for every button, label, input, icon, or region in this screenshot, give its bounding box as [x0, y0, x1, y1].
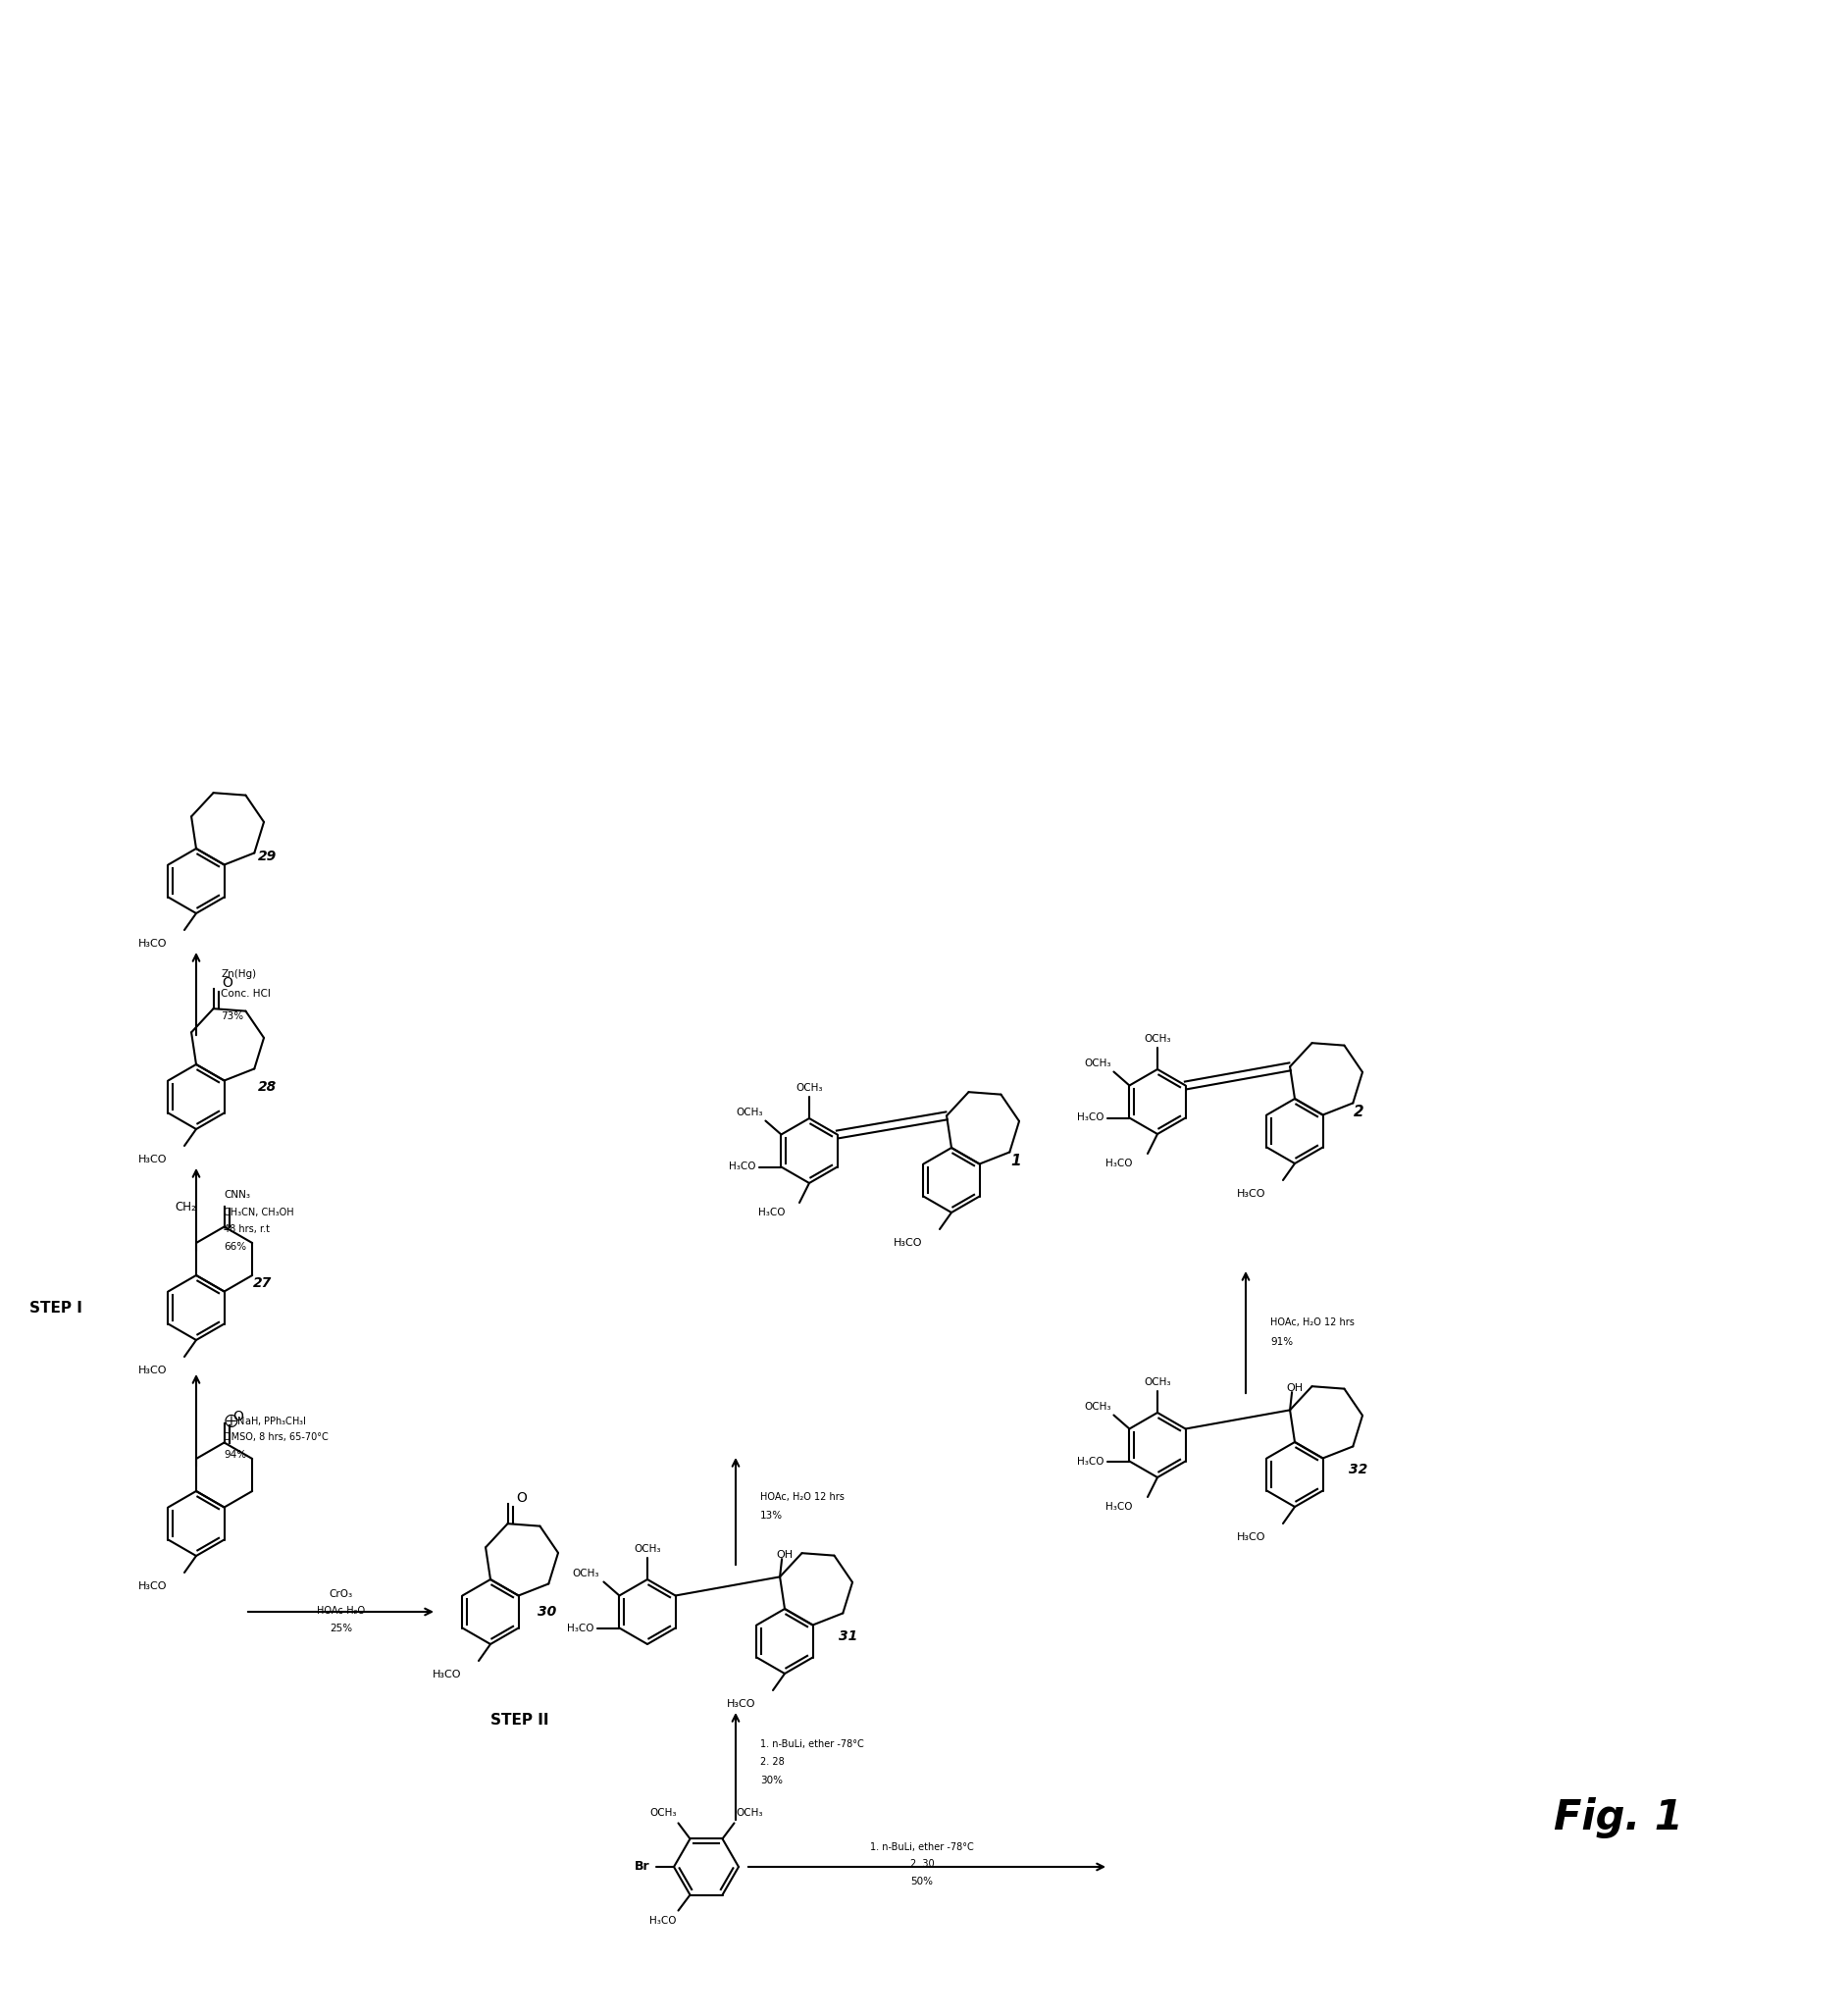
Text: H₃CO: H₃CO	[1236, 1533, 1266, 1543]
Text: H₃CO: H₃CO	[139, 939, 166, 949]
Text: O: O	[233, 1410, 244, 1424]
Text: HOAc, H₂O 12 hrs: HOAc, H₂O 12 hrs	[760, 1492, 845, 1500]
Text: H₃CO: H₃CO	[728, 1162, 756, 1172]
Text: Fig. 1: Fig. 1	[1554, 1796, 1684, 1839]
Text: HOAc, H₂O 12 hrs: HOAc, H₂O 12 hrs	[1270, 1317, 1355, 1327]
Text: OCH₃: OCH₃	[571, 1569, 599, 1577]
Text: 91%: 91%	[1270, 1337, 1294, 1347]
Text: 2. 30: 2. 30	[909, 1859, 933, 1869]
Text: H₃CO: H₃CO	[1236, 1188, 1266, 1198]
Text: 73%: 73%	[220, 1011, 244, 1021]
Text: 2. 28: 2. 28	[760, 1756, 784, 1766]
Text: 1. n-BuLi, ether -78°C: 1. n-BuLi, ether -78°C	[870, 1843, 974, 1853]
Text: 27: 27	[253, 1277, 272, 1291]
Text: Br: Br	[634, 1861, 649, 1873]
Text: HOAc-H₂O: HOAc-H₂O	[316, 1605, 364, 1615]
Text: DMSO, 8 hrs, 65-70°C: DMSO, 8 hrs, 65-70°C	[224, 1432, 329, 1442]
Text: OCH₃: OCH₃	[634, 1545, 662, 1555]
Text: OCH₃: OCH₃	[1144, 1378, 1172, 1388]
Text: 50%: 50%	[911, 1877, 933, 1887]
Text: 66%: 66%	[224, 1243, 246, 1253]
Text: 1: 1	[1011, 1154, 1020, 1168]
Text: OCH₃: OCH₃	[736, 1809, 763, 1819]
Text: O: O	[516, 1490, 527, 1504]
Text: STEP I: STEP I	[30, 1301, 83, 1315]
Text: 29: 29	[259, 850, 277, 864]
Text: H₃CO: H₃CO	[758, 1208, 785, 1216]
Text: OH: OH	[776, 1551, 793, 1561]
Text: CH₂: CH₂	[176, 1200, 196, 1214]
Text: OH: OH	[1286, 1384, 1303, 1394]
Text: OCH₃: OCH₃	[1083, 1402, 1111, 1412]
Text: OCH₃: OCH₃	[1083, 1057, 1111, 1067]
Text: O: O	[222, 977, 233, 991]
Text: 30: 30	[538, 1605, 556, 1619]
Text: H₃CO: H₃CO	[139, 1154, 166, 1164]
Text: H₃CO: H₃CO	[567, 1623, 593, 1633]
Text: H₃CO: H₃CO	[1077, 1114, 1103, 1122]
Text: H₃CO: H₃CO	[139, 1581, 166, 1591]
Text: H₃CO: H₃CO	[726, 1700, 756, 1710]
Text: 48 hrs, r.t: 48 hrs, r.t	[224, 1225, 270, 1235]
Text: 31: 31	[839, 1629, 857, 1643]
Text: H₃CO: H₃CO	[649, 1915, 676, 1925]
Text: CH₃CN, CH₃OH: CH₃CN, CH₃OH	[224, 1208, 294, 1216]
Text: 32: 32	[1349, 1462, 1368, 1476]
Text: H₃CO: H₃CO	[893, 1239, 922, 1249]
Text: STEP II: STEP II	[490, 1712, 549, 1728]
Text: OCH₃: OCH₃	[649, 1809, 676, 1819]
Text: H₃CO: H₃CO	[1077, 1456, 1103, 1466]
Text: OCH₃: OCH₃	[796, 1084, 822, 1094]
Text: Zn(Hg): Zn(Hg)	[220, 969, 257, 979]
Text: H₃CO: H₃CO	[139, 1365, 166, 1376]
Text: H₃CO: H₃CO	[432, 1670, 460, 1680]
Text: 1. n-BuLi, ether -78°C: 1. n-BuLi, ether -78°C	[760, 1740, 863, 1748]
Text: 28: 28	[259, 1080, 277, 1094]
Text: OCH₃: OCH₃	[1144, 1033, 1172, 1043]
Text: 30%: 30%	[760, 1776, 784, 1786]
Text: CNN₃: CNN₃	[224, 1190, 249, 1200]
Text: 94%: 94%	[224, 1450, 246, 1460]
Text: 2: 2	[1353, 1104, 1364, 1120]
Text: Conc. HCl: Conc. HCl	[220, 989, 270, 999]
Text: OCH₃: OCH₃	[736, 1108, 763, 1118]
Text: H₃CO: H₃CO	[1105, 1502, 1133, 1513]
Text: 25%: 25%	[329, 1623, 353, 1633]
Text: 13%: 13%	[760, 1510, 784, 1521]
Text: CrO₃: CrO₃	[329, 1589, 353, 1599]
Text: $\bigoplus$NaH, PPh₃CH₃I: $\bigoplus$NaH, PPh₃CH₃I	[224, 1412, 307, 1430]
Text: H₃CO: H₃CO	[1105, 1158, 1133, 1168]
